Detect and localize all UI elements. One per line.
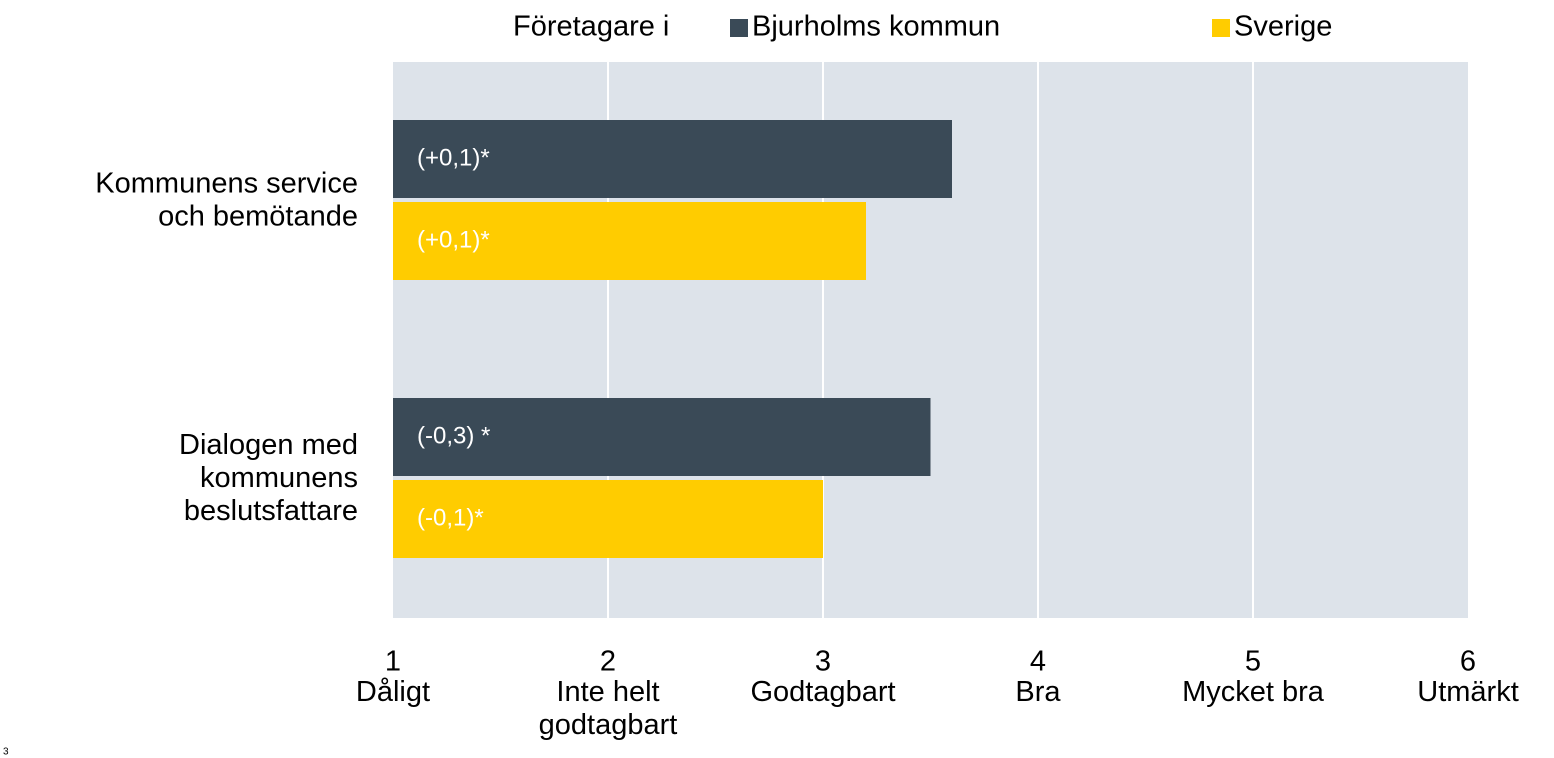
x-tick-label: 6 bbox=[1460, 646, 1476, 678]
category-label-line: kommunens bbox=[200, 462, 358, 494]
category-label: Dialogen med kommunens beslutsfattare bbox=[179, 429, 358, 527]
bar bbox=[393, 202, 866, 280]
category-label-line: Dialogen med bbox=[179, 429, 358, 461]
x-tick-name: Godtagbart bbox=[750, 676, 895, 708]
legend-swatch bbox=[1212, 19, 1230, 37]
bar bbox=[393, 398, 931, 476]
legend-swatch bbox=[730, 19, 748, 37]
bar-label: (+0,1)* bbox=[417, 226, 490, 253]
x-tick-name-line: Inte helt bbox=[556, 676, 659, 708]
x-tick-label: 2 bbox=[600, 646, 616, 678]
bar-label: (-0,1)* bbox=[417, 504, 484, 531]
x-tick-name-line: Mycket bra bbox=[1182, 676, 1325, 708]
legend-label: Sverige bbox=[1234, 11, 1332, 43]
x-tick-label: 1 bbox=[385, 646, 401, 678]
x-tick-label: 3 bbox=[815, 646, 831, 678]
x-tick-label: 4 bbox=[1030, 646, 1046, 678]
x-tick-name-line: Godtagbart bbox=[750, 676, 895, 708]
x-tick-name-line: Dåligt bbox=[356, 676, 430, 708]
x-tick-name: Mycket bra bbox=[1182, 676, 1325, 708]
x-tick-name: Utmärkt bbox=[1417, 676, 1519, 708]
bar bbox=[393, 480, 823, 558]
bar-label: (-0,3) * bbox=[417, 422, 490, 449]
category-label-line: och bemötande bbox=[158, 200, 358, 232]
x-tick-name: Dåligt bbox=[356, 676, 430, 708]
page-number: 3 bbox=[3, 747, 9, 758]
x-tick-name-line: Bra bbox=[1015, 676, 1061, 708]
category-label: Kommunens service och bemötande bbox=[95, 167, 358, 232]
legend-title: Företagare i bbox=[513, 11, 669, 43]
x-tick-name-line: Utmärkt bbox=[1417, 676, 1519, 708]
bar bbox=[393, 120, 952, 198]
x-tick-name: Inte helt godtagbart bbox=[539, 676, 678, 741]
x-tick-label: 5 bbox=[1245, 646, 1261, 678]
category-label-line: Kommunens service bbox=[95, 167, 358, 199]
x-tick-name: Bra bbox=[1015, 676, 1061, 708]
category-label-line: beslutsfattare bbox=[184, 495, 358, 527]
legend-label: Bjurholms kommun bbox=[752, 11, 1000, 43]
x-tick-name-line: godtagbart bbox=[539, 709, 678, 741]
bar-label: (+0,1)* bbox=[417, 144, 490, 171]
